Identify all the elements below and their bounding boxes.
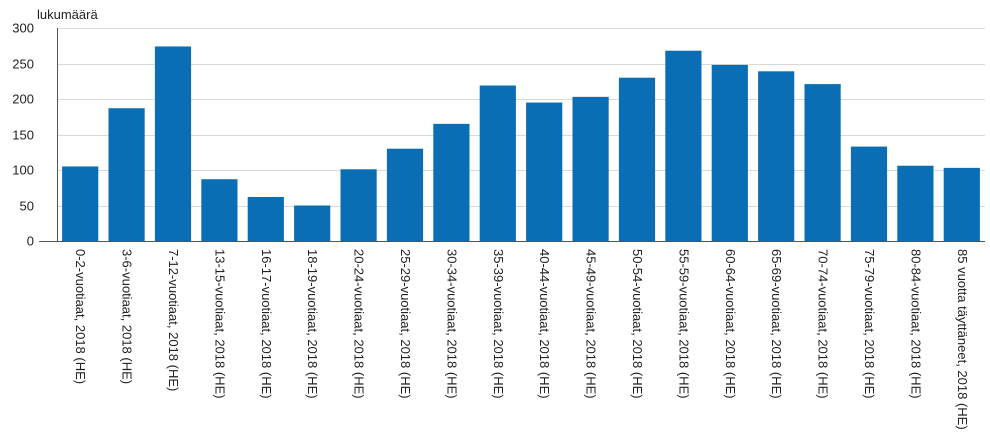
x-tick-label: 85 vuotta täyttäneet, 2018 (HE) bbox=[955, 249, 970, 430]
gridlines bbox=[57, 28, 985, 207]
bar bbox=[340, 169, 377, 241]
bar bbox=[62, 166, 99, 241]
x-tick-label: 60-64-vuotiaat, 2018 (HE) bbox=[723, 249, 738, 399]
x-tick-label: 70-74-vuotiaat, 2018 (HE) bbox=[816, 249, 831, 399]
y-tick-label: 300 bbox=[12, 21, 34, 36]
bar bbox=[758, 71, 795, 241]
bar bbox=[526, 102, 563, 241]
bar bbox=[711, 64, 748, 241]
bar bbox=[804, 84, 841, 241]
y-tick-label: 0 bbox=[27, 234, 34, 249]
x-tick-label: 45-49-vuotiaat, 2018 (HE) bbox=[584, 249, 599, 399]
y-tick-label: 250 bbox=[12, 57, 34, 72]
axes bbox=[39, 28, 985, 242]
bar bbox=[154, 46, 192, 242]
bar bbox=[247, 196, 284, 241]
bars bbox=[62, 46, 980, 242]
bar bbox=[897, 165, 934, 241]
bar bbox=[618, 77, 656, 241]
bar bbox=[943, 167, 980, 241]
x-tick-label: 0-2-vuotiaat, 2018 (HE) bbox=[73, 249, 88, 384]
x-tick-label: 40-44-vuotiaat, 2018 (HE) bbox=[537, 249, 552, 399]
x-tick-label: 50-54-vuotiaat, 2018 (HE) bbox=[630, 249, 645, 399]
x-tick-label: 18-19-vuotiaat, 2018 (HE) bbox=[305, 249, 320, 399]
x-tick-label: 3-6-vuotiaat, 2018 (HE) bbox=[120, 249, 135, 384]
x-tick-label: 7-12-vuotiaat, 2018 (HE) bbox=[166, 249, 181, 391]
bar bbox=[108, 108, 145, 241]
x-tick-label: 13-15-vuotiaat, 2018 (HE) bbox=[212, 249, 227, 399]
x-tick-labels: 0-2-vuotiaat, 2018 (HE) 3-6-vuotiaat, 201… bbox=[73, 249, 970, 430]
x-tick-label: 25-29-vuotiaat, 2018 (HE) bbox=[398, 249, 413, 399]
bar bbox=[433, 123, 470, 241]
y-tick-label: 200 bbox=[12, 92, 34, 107]
x-tick-label: 20-24-vuotiaat, 2018 (HE) bbox=[352, 249, 367, 399]
y-axis-label: lukumäärä bbox=[37, 7, 98, 22]
y-tick-label: 50 bbox=[20, 199, 34, 214]
x-tick-label: 75-79-vuotiaat, 2018 (HE) bbox=[862, 249, 877, 399]
bar bbox=[479, 85, 516, 241]
x-tick-label: 35-39-vuotiaat, 2018 (HE) bbox=[491, 249, 506, 399]
bar bbox=[201, 179, 238, 241]
bar bbox=[850, 146, 888, 241]
bar bbox=[294, 205, 331, 241]
y-tick-label: 150 bbox=[12, 128, 34, 143]
x-tick-label: 80-84-vuotiaat, 2018 (HE) bbox=[908, 249, 923, 399]
y-tick-labels: 0 50 100 150 200 250 300 bbox=[12, 21, 34, 249]
x-tick-label: 55-59-vuotiaat, 2018 (HE) bbox=[676, 249, 691, 399]
x-tick-label: 30-34-vuotiaat, 2018 (HE) bbox=[444, 249, 459, 399]
x-tick-label: 16-17-vuotiaat, 2018 (HE) bbox=[259, 249, 274, 399]
y-tick-label: 100 bbox=[12, 163, 34, 178]
bar bbox=[572, 96, 609, 242]
bar bbox=[386, 148, 424, 241]
x-tick-label: 65-69-vuotiaat, 2018 (HE) bbox=[769, 249, 784, 399]
bar bbox=[665, 50, 702, 241]
